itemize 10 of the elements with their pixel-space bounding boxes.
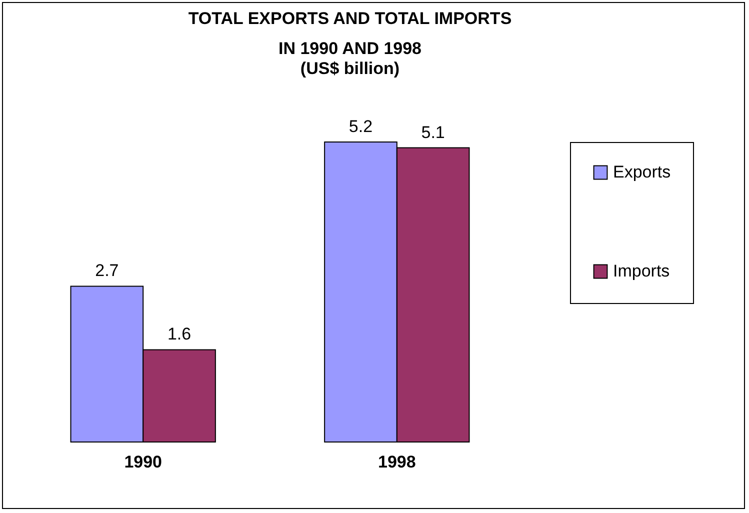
legend-label: Exports xyxy=(613,162,671,182)
x-tick-label: 1998 xyxy=(378,452,416,472)
x-tick-label: 1990 xyxy=(124,452,162,472)
data-label: 1.6 xyxy=(167,324,192,344)
data-label: 2.7 xyxy=(95,261,119,280)
data-label: 5.1 xyxy=(421,122,445,142)
chart-title: TOTAL EXPORTS AND TOTAL IMPORTS IN 1990 AND 1998 xyxy=(188,9,512,58)
legend-label: Imports xyxy=(613,262,670,280)
data-label: 5.2 xyxy=(348,117,373,136)
chart-subtitle: (US$ billion) xyxy=(300,59,400,78)
